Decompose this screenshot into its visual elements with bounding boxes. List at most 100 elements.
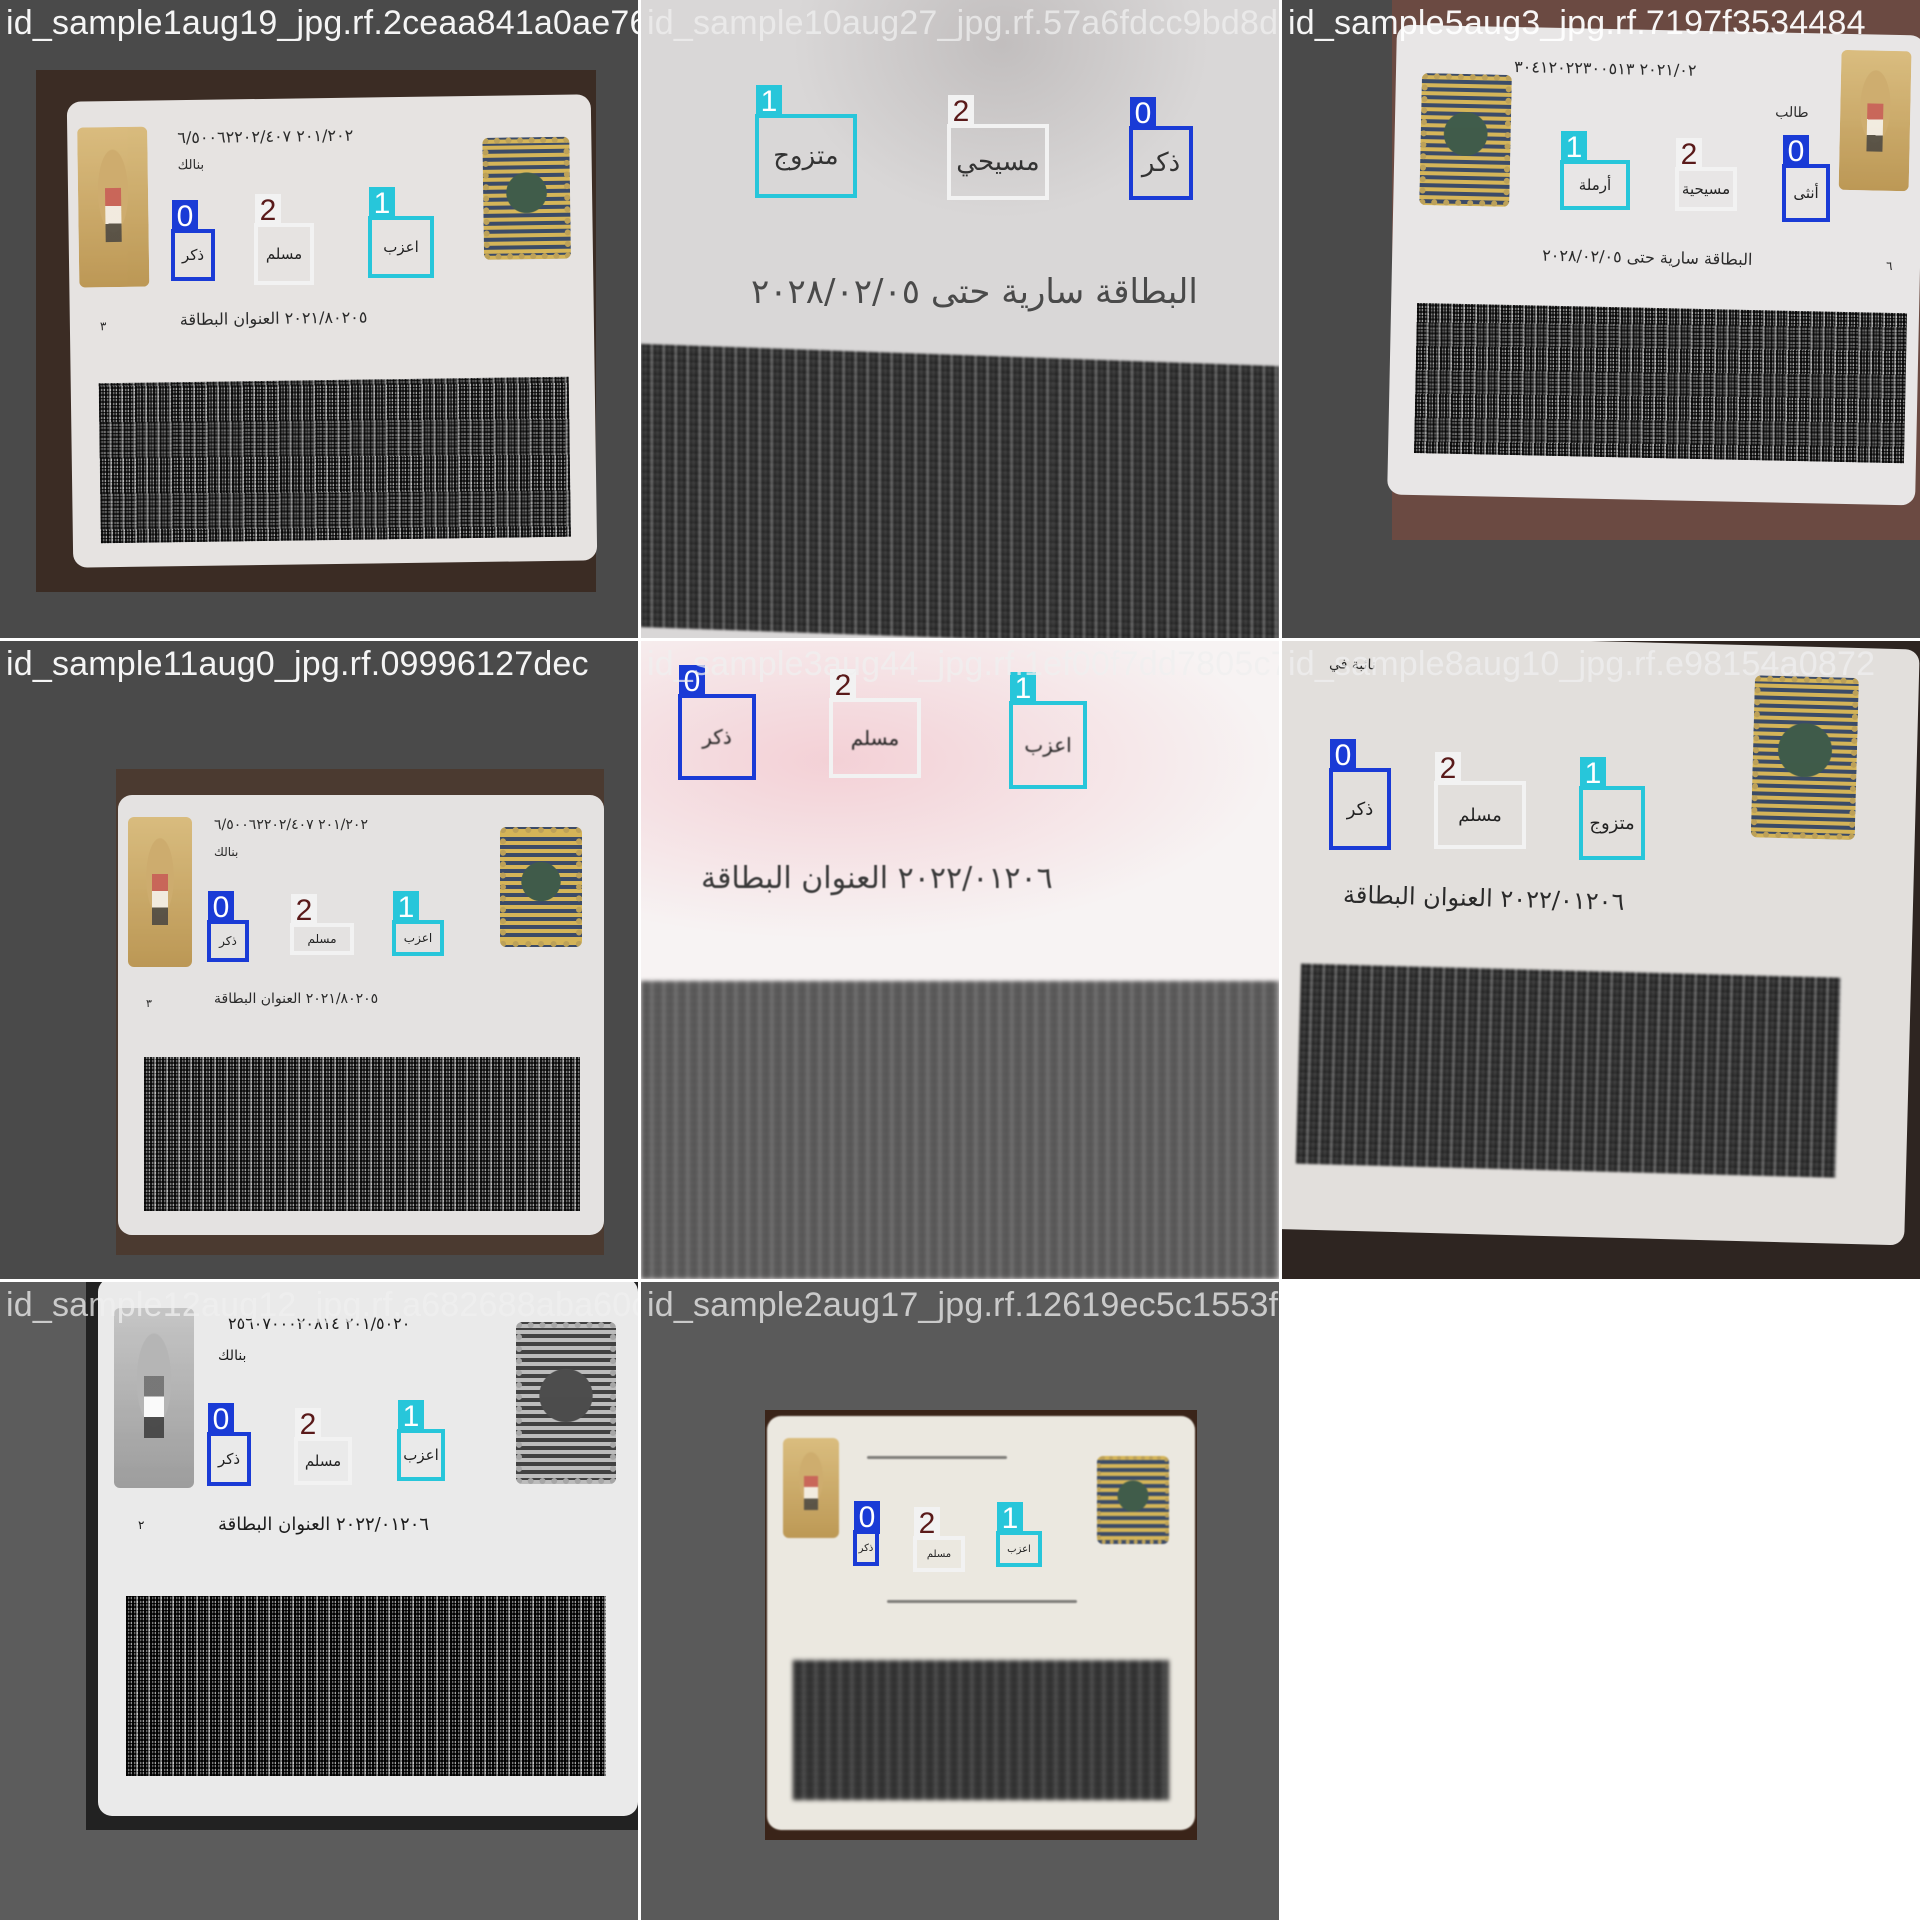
tile-3: ٢٠٢١/٠٢ ٣٠٤١٢٠٢٢٣٠٠٥١٣ طالب البطاقة ساري… <box>1282 0 1920 638</box>
card-address-line: ٢٠٢١/٨٠٢٠٥ العنوان البطاقة <box>214 991 379 1007</box>
box-label: 0 <box>172 200 198 233</box>
detection-box-class-1: 1 اعزب <box>996 1502 1042 1567</box>
box-field-text: اعزب <box>1024 733 1072 757</box>
detection-box-class-0: 0 ذكر <box>853 1501 880 1566</box>
detection-box-class-0: 0 ذكر <box>1329 739 1391 850</box>
detection-box-class-0: 0 ذكر <box>171 200 215 281</box>
box-field-text: ذكر <box>702 725 732 749</box>
box-field-text: اعزب <box>1007 1543 1031 1555</box>
card-number-line: ٢٠١/٢٠٢ ٦/٥٠٠٦٢٢٠٢/٤٠٧ <box>177 125 354 148</box>
detection-box-class-1: 1 متزوج <box>755 85 857 198</box>
detection-box-class-0: 0 ذكر <box>678 665 756 780</box>
card-occupation: بنالك <box>177 157 205 174</box>
card-occupation: بنالك <box>218 1348 247 1364</box>
box-label: 2 <box>830 669 856 702</box>
grid-divider <box>0 638 1920 641</box>
flag-icon <box>144 1376 164 1438</box>
address-line: ٢٠٢٢/٠١٢٠٦ العنوان البطاقة <box>701 861 1053 896</box>
box-label: 2 <box>1435 752 1461 785</box>
detection-box-class-0: 0 ذكر <box>1129 97 1193 200</box>
box-field-text: أرملة <box>1578 176 1612 194</box>
id-card: ٢٠١/٢٠٢ ٦/٥٠٠٦٢٢٠٢/٤٠٧ بنالك ٢٠٢١/٨٠٢٠٥ … <box>118 795 604 1235</box>
detection-box-class-1: 1 اعزب <box>1009 672 1087 789</box>
box-label: 2 <box>914 1507 940 1540</box>
tile-5: ٢٠٢٢/٠١٢٠٦ العنوان البطاقة 0 ذكر 2 مسلم … <box>641 641 1279 1279</box>
flag-icon <box>152 874 168 925</box>
box-label: 0 <box>1783 135 1809 168</box>
box-label: 1 <box>1580 757 1606 790</box>
detection-box-class-0: 0 ذكر <box>207 1403 251 1486</box>
card-address-line: ٢٠٢٢/٠١٢٠٦ العنوان البطاقة <box>1342 880 1625 916</box>
box-field-text: متزوج <box>1589 812 1635 834</box>
detection-box-class-2: 2 مسيحي <box>947 95 1049 200</box>
detection-box-class-1: 1 اعزب <box>397 1400 445 1481</box>
barcode <box>144 1057 580 1211</box>
tile-8: 0 ذكر 2 مسلم 1 اعزب id_sample2aug17_jpg.… <box>641 1282 1279 1920</box>
detection-box-class-2: 2 مسلم <box>913 1507 965 1572</box>
pharaoh-emblem <box>1419 73 1512 207</box>
flag-icon <box>104 187 123 243</box>
box-label: 1 <box>393 891 419 924</box>
id-card: ٢٠١/٥٠٢٠ ٢٥٦٠٧٠٠٠٢٠٨١٤ بنالك ٢٠٢٢/٠١٢٠٦ … <box>98 1282 638 1816</box>
tile-7: ٢٠١/٥٠٢٠ ٢٥٦٠٧٠٠٠٢٠٨١٤ بنالك ٢٠٢٢/٠١٢٠٦ … <box>0 1282 638 1920</box>
box-field-text: مسلم <box>307 932 337 946</box>
validity-line: البطاقة سارية حتى ٢٠٢٨/٠٢/٠٥ <box>751 272 1198 312</box>
box-field-text: متزوج <box>773 141 839 171</box>
box-label: 2 <box>1676 138 1702 171</box>
image-caption: id_sample1aug19_jpg.rf.2ceaa841a0ae763ab… <box>6 4 638 42</box>
detection-box-class-1: 1 اعزب <box>368 187 434 278</box>
pharaoh-emblem <box>500 827 582 947</box>
flag-icon <box>804 1476 818 1510</box>
card-occupation: بنالك <box>214 845 239 859</box>
box-label: 2 <box>291 894 317 927</box>
eagle-emblem <box>77 126 150 288</box>
detection-box-class-2: 2 مسلم <box>254 194 314 285</box>
barcode <box>641 343 1279 638</box>
pharaoh-emblem <box>482 136 572 260</box>
detection-box-class-1: 1 أرملة <box>1560 131 1630 210</box>
flag-icon <box>1866 103 1884 152</box>
box-label: 1 <box>756 85 782 118</box>
grid-divider <box>638 0 641 1920</box>
box-field-text: ذكر <box>858 1542 874 1554</box>
image-caption: id_sample12aug12_jpg.rf.a682688aba60c271… <box>6 1286 638 1324</box>
card-number-line: ٢٠١/٢٠٢ ٦/٥٠٠٦٢٢٠٢/٤٠٧ <box>214 817 368 833</box>
box-field-text: أنثى <box>1793 184 1819 202</box>
box-label: 0 <box>679 665 705 698</box>
image-caption: id_sample2aug17_jpg.rf.12619ec5c1553f235 <box>647 1286 1279 1324</box>
detection-box-class-2: 2 مسلم <box>290 894 354 955</box>
box-field-text: مسلم <box>304 1452 342 1470</box>
detection-box-class-2: 2 مسلم <box>294 1408 352 1485</box>
tile-9-empty <box>1282 1282 1920 1920</box>
text-line <box>887 1600 1077 1603</box>
tile-1: ٢٠١/٢٠٢ ٦/٥٠٠٦٢٢٠٢/٤٠٧ بنالك ٢٠٢١/٨٠٢٠٥ … <box>0 0 638 638</box>
pink-tint <box>641 641 1279 941</box>
tile-2: البطاقة سارية حتى ٢٠٢٨/٠٢/٠٥ 1 متزوج 2 م… <box>641 0 1279 638</box>
pharaoh-emblem <box>1750 675 1859 840</box>
box-field-text: مسيحي <box>956 147 1040 177</box>
card-corner-number: ٦ <box>1885 258 1893 273</box>
card-corner-number: ٣ <box>99 319 107 334</box>
box-field-text: مسلم <box>265 245 303 263</box>
text-line <box>867 1456 1007 1459</box>
box-field-text: ذكر <box>1141 148 1181 178</box>
eagle-emblem <box>114 1308 194 1488</box>
box-label: 0 <box>1130 97 1156 130</box>
barcode <box>1414 303 1908 464</box>
barcode <box>641 981 1279 1279</box>
detection-box-class-1: 1 اعزب <box>392 891 444 956</box>
image-caption: id_sample10aug27_jpg.rf.57a6fdcc9bd8d3ea <box>647 4 1279 42</box>
barcode <box>126 1596 606 1776</box>
card-number-line: ٢٠٢١/٠٢ ٣٠٤١٢٠٢٢٣٠٠٥١٣ <box>1513 56 1697 80</box>
barcode <box>98 376 571 544</box>
box-field-text: اعزب <box>403 931 433 945</box>
tile-4: ٢٠١/٢٠٢ ٦/٥٠٠٦٢٢٠٢/٤٠٧ بنالك ٢٠٢١/٨٠٢٠٥ … <box>0 641 638 1279</box>
detection-box-class-0: 0 ذكر <box>207 891 249 962</box>
tile-6: نائبة في ٢٠٢٢/٠١٢٠٦ العنوان البطاقة 0 ذك… <box>1282 641 1920 1279</box>
box-field-text: مسيحية <box>1681 180 1731 198</box>
id-card <box>767 1416 1195 1830</box>
box-label: 0 <box>854 1501 880 1534</box>
box-label: 1 <box>369 187 395 220</box>
barcode <box>793 1660 1169 1800</box>
